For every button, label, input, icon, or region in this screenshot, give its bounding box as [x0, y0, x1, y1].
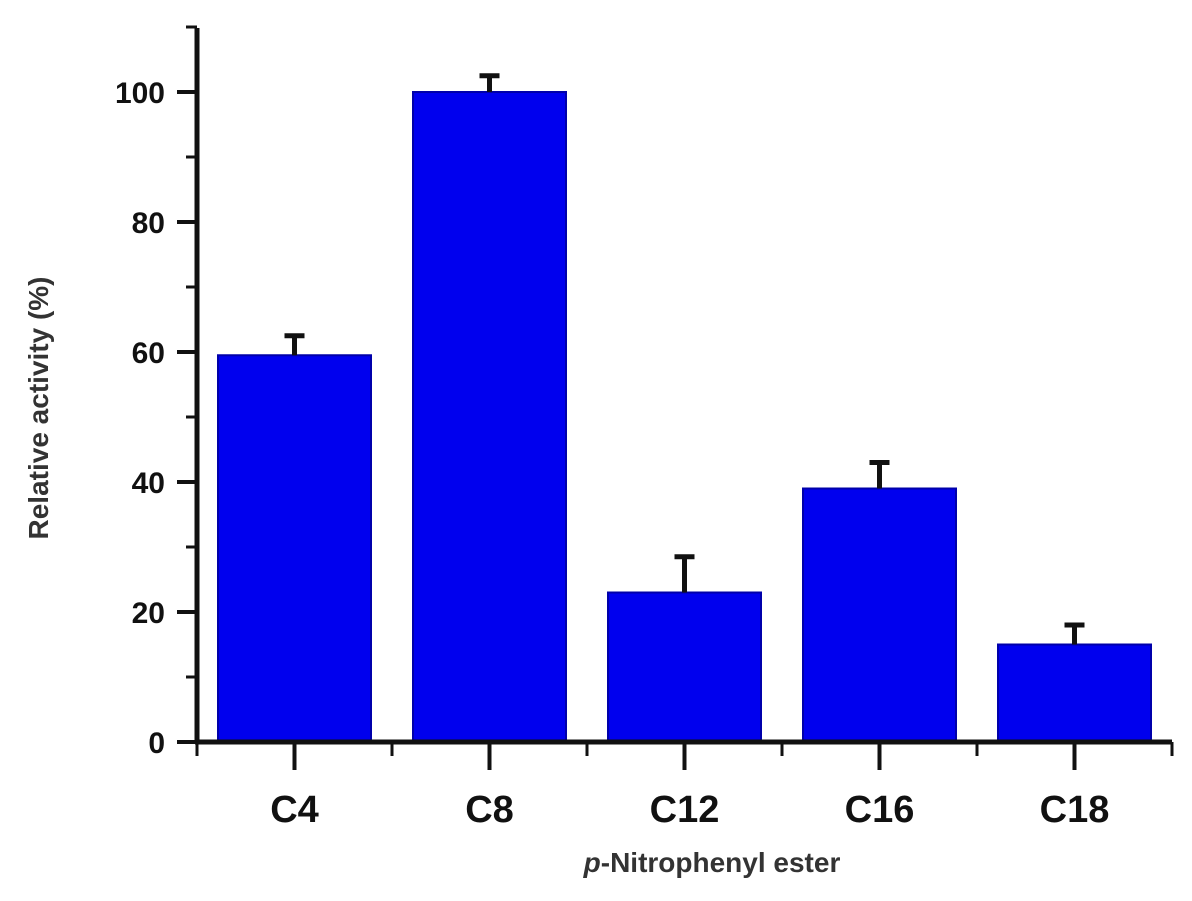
bar-c4	[217, 354, 372, 743]
x-axis-ticks: C4 C8 C12 C16 C18	[195, 742, 1174, 831]
bar-c18	[997, 643, 1152, 743]
y-tick-label: 40	[132, 467, 165, 500]
x-tick-label-c8: C8	[465, 789, 514, 831]
x-axis-title-prefix: p	[583, 847, 601, 878]
x-axis-title-rest: -Nitrophenyl ester	[601, 847, 841, 878]
x-tick-label-c18: C18	[1040, 789, 1110, 831]
y-tick-label: 80	[132, 207, 165, 240]
error-bars	[284, 73, 1085, 645]
bars	[217, 91, 1152, 743]
x-axis-title: p-Nitrophenyl ester	[583, 847, 841, 878]
bar-c16	[802, 487, 957, 743]
y-tick-label: 100	[115, 77, 165, 110]
y-tick-label: 60	[132, 337, 165, 370]
x-tick-label-c12: C12	[650, 789, 720, 831]
x-tick-label-c16: C16	[845, 789, 915, 831]
y-axis-ticks: 0 20 40 60 80 100	[115, 77, 197, 760]
x-tick-label-c4: C4	[270, 789, 319, 831]
y-tick-label: 20	[132, 597, 165, 630]
bar-c12	[607, 591, 762, 743]
y-axis-title: Relative activity (%)	[23, 277, 54, 540]
bar-c8	[412, 91, 567, 743]
y-tick-label: 0	[148, 727, 165, 760]
